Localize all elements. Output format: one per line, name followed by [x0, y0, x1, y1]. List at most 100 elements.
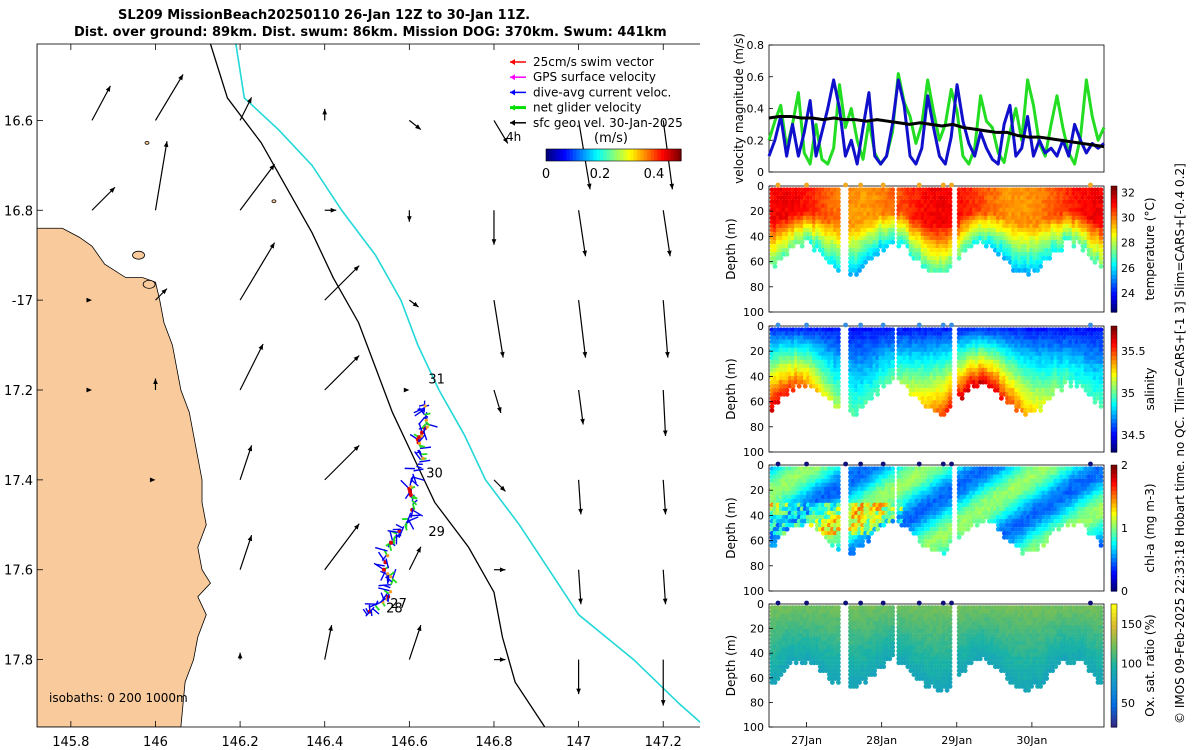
data-point	[959, 395, 965, 401]
data-point	[772, 259, 778, 265]
y-tick-label: 17.6	[4, 564, 33, 579]
chart-title-line1: SL209 MissionBeach20250110 26-Jan 12Z to…	[118, 8, 531, 23]
data-point	[947, 219, 953, 225]
data-point	[1071, 243, 1077, 249]
geo-velocity-arrow	[493, 300, 505, 358]
data-point	[799, 239, 805, 245]
data-point	[836, 255, 841, 261]
legend-label: 25cm/s swim vector	[533, 55, 654, 69]
data-point	[947, 231, 953, 237]
colorbar-cell	[1111, 342, 1117, 348]
colorbar-cell	[586, 149, 591, 161]
dive-avg-current-vector	[411, 509, 424, 517]
geo-velocity-arrow	[493, 389, 502, 414]
legend-label: GPS surface velocity	[533, 70, 656, 84]
data-point	[1092, 399, 1098, 405]
dive-avg-current-vector	[410, 506, 415, 519]
data-point	[947, 255, 953, 261]
colorbar-cell	[1111, 334, 1117, 340]
data-point	[836, 259, 841, 265]
data-point	[962, 247, 968, 253]
colorbar-label: (m/s)	[594, 131, 628, 146]
data-point	[890, 375, 896, 381]
geo-velocity-arrow	[239, 163, 276, 211]
surface-marker	[916, 182, 922, 188]
data-point	[881, 247, 887, 253]
data-point	[947, 195, 953, 201]
geo-velocity-arrow	[578, 210, 587, 257]
y-tick-label: 16.8	[4, 204, 33, 219]
surface-marker	[880, 182, 886, 188]
y-tick-label: 17.4	[4, 474, 33, 489]
geo-velocity-arrow	[86, 387, 93, 393]
colorbar-frame	[545, 148, 682, 162]
dive-avg-current-vector	[380, 592, 385, 600]
data-point	[836, 227, 841, 233]
geo-velocity-arrow	[493, 567, 506, 573]
colorbar-tick-label: 32	[1121, 186, 1135, 199]
data-point	[799, 243, 805, 249]
data-point	[1035, 268, 1041, 273]
isobath-1000m	[235, 44, 700, 724]
dive-avg-current-vector	[419, 459, 431, 463]
y-tick-label: 60	[750, 256, 764, 269]
geo-velocity-arrow	[239, 97, 253, 121]
colorbar-cell	[1111, 351, 1117, 356]
day-label: 29	[428, 525, 445, 540]
glider-track	[362, 400, 438, 617]
colorbar-cell	[1111, 236, 1117, 242]
data-point	[947, 187, 953, 193]
data-point	[869, 395, 875, 401]
dive-avg-current-vector	[385, 558, 390, 569]
net-glider-vector	[392, 535, 397, 543]
dive-avg-current-vector	[416, 465, 422, 469]
data-point	[947, 251, 953, 257]
surface-marker	[949, 182, 954, 188]
data-point	[995, 251, 1001, 257]
geo-velocity-arrow	[324, 444, 360, 481]
colorbar-cell	[674, 149, 679, 161]
geo-velocity-arrow	[662, 210, 672, 257]
data-point	[1059, 247, 1065, 253]
track-point	[386, 572, 390, 576]
surface-marker	[804, 182, 809, 188]
day-label: 27	[390, 597, 407, 612]
colorbar-cell	[667, 149, 672, 161]
y-tick-label: 20	[750, 345, 764, 358]
y-tick-label: 0	[757, 180, 764, 193]
data-point	[1041, 399, 1047, 405]
surface-marker	[804, 322, 809, 328]
dive-avg-current-vector	[380, 570, 387, 581]
y-tick-label: 100	[743, 306, 764, 319]
y-tick-label: 17.2	[4, 384, 33, 399]
dive-avg-current-vector	[375, 546, 388, 552]
map-content	[37, 44, 700, 727]
net-glider-vector	[411, 496, 418, 500]
colorbar-cell	[1111, 282, 1117, 288]
swim-vector	[389, 540, 394, 545]
colorbar-cell	[627, 149, 631, 161]
colorbar-cell	[1111, 414, 1117, 419]
colorbar-cell	[1111, 232, 1117, 237]
data-point	[802, 383, 808, 389]
geo-velocity-arrow	[239, 535, 253, 570]
colorbar-tick-label: 0.4	[644, 167, 665, 182]
y-axis-label: Depth (m)	[724, 358, 738, 419]
dive-avg-current-vector	[414, 408, 425, 417]
colorbar-cell	[1111, 431, 1117, 436]
data-point	[1098, 263, 1104, 269]
colorbar-cell	[1111, 261, 1117, 267]
geo-velocity-arrow	[662, 389, 668, 437]
dive-avg-current-vector	[418, 416, 426, 426]
colorbar-tick-label: 0.2	[590, 167, 611, 182]
data-point	[836, 203, 841, 209]
surface-marker	[949, 322, 954, 328]
net-glider-vector	[424, 420, 431, 427]
data-point	[947, 211, 953, 217]
data-point	[875, 247, 881, 253]
data-point	[1023, 412, 1028, 417]
geo-velocity-arrow	[149, 477, 156, 483]
colorbar-cell	[664, 149, 669, 161]
surface-marker	[843, 182, 849, 188]
